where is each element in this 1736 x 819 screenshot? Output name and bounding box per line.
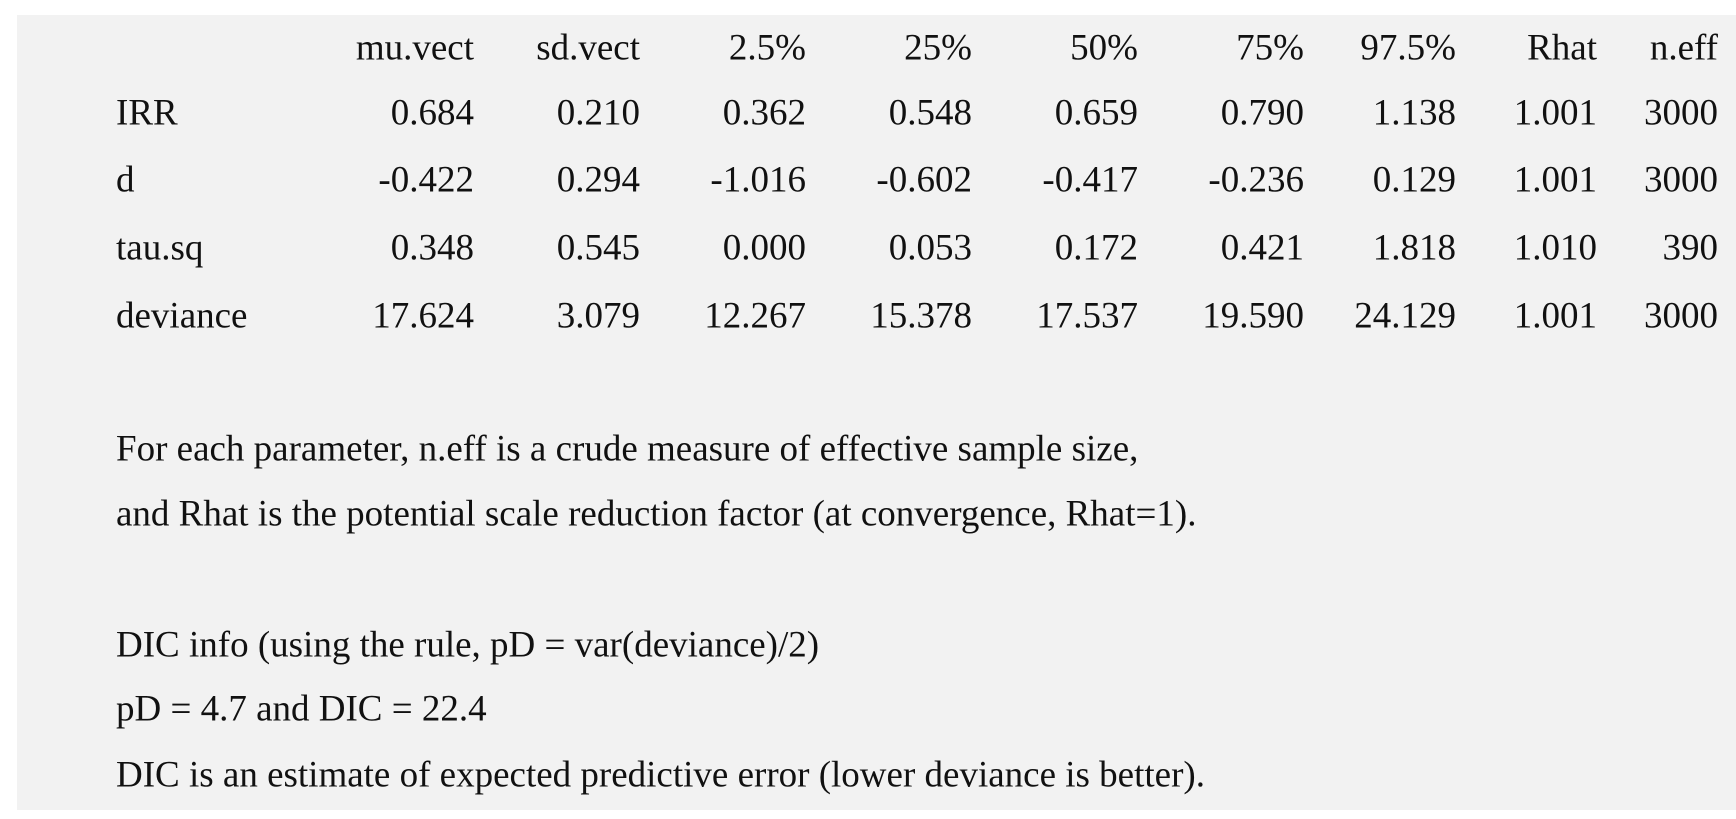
column-header: Rhat	[1527, 27, 1598, 68]
table-cell: 3.079	[557, 295, 640, 336]
table-cell: 24.129	[1354, 295, 1456, 336]
table-cell: 0.659	[1055, 92, 1138, 133]
column-header: 97.5%	[1360, 27, 1456, 68]
table-cell: 3000	[1644, 295, 1718, 336]
table-cell: 1.001	[1514, 92, 1597, 133]
column-header: 75%	[1236, 27, 1304, 68]
table-cell: 0.790	[1221, 92, 1304, 133]
table-cell: -0.236	[1208, 159, 1304, 200]
table-cell: 15.378	[870, 295, 972, 336]
table-cell: 390	[1663, 227, 1719, 268]
table-cell: -0.417	[1042, 159, 1138, 200]
table-cell: 3000	[1644, 92, 1718, 133]
table-cell: 19.590	[1202, 295, 1304, 336]
table-cell: 0.548	[889, 92, 972, 133]
table-cell: 1.138	[1373, 92, 1456, 133]
note-line: DIC info (using the rule, pD = var(devia…	[116, 624, 819, 665]
table-cell: 1.010	[1514, 227, 1597, 268]
table-cell: 0.000	[723, 227, 806, 268]
column-header: sd.vect	[536, 27, 640, 68]
note-line: and Rhat is the potential scale reductio…	[116, 493, 1196, 534]
row-label: deviance	[116, 295, 247, 336]
table-cell: 0.172	[1055, 227, 1138, 268]
table-cell: 0.545	[557, 227, 640, 268]
table-cell: 0.348	[391, 227, 474, 268]
column-header: 50%	[1070, 27, 1138, 68]
table-cell: 0.129	[1373, 159, 1456, 200]
note-line: DIC is an estimate of expected predictiv…	[116, 754, 1205, 795]
table-cell: -0.422	[378, 159, 474, 200]
column-header: mu.vect	[356, 27, 475, 68]
table-cell: 3000	[1644, 159, 1718, 200]
table-cell: 1.818	[1373, 227, 1456, 268]
table-cell: 12.267	[704, 295, 806, 336]
table-cell: 17.624	[372, 295, 474, 336]
note-line: pD = 4.7 and DIC = 22.4	[116, 688, 487, 729]
table-cell: 0.421	[1221, 227, 1304, 268]
table-cell: 1.001	[1514, 159, 1597, 200]
table-cell: 17.537	[1036, 295, 1138, 336]
row-label: d	[116, 159, 135, 200]
table-cell: 1.001	[1514, 295, 1597, 336]
background	[17, 15, 1736, 810]
column-header: 2.5%	[729, 27, 806, 68]
note-line: For each parameter, n.eff is a crude mea…	[116, 428, 1138, 469]
column-header: n.eff	[1650, 27, 1719, 68]
table-cell: 0.294	[557, 159, 640, 200]
table-cell: -0.602	[876, 159, 972, 200]
row-label: tau.sq	[116, 227, 203, 268]
column-header: 25%	[904, 27, 972, 68]
table-cell: 0.210	[557, 92, 640, 133]
table-cell: 0.684	[391, 92, 474, 133]
table-cell: 0.362	[723, 92, 806, 133]
row-label: IRR	[116, 92, 178, 133]
table-cell: -1.016	[710, 159, 806, 200]
table-cell: 0.053	[889, 227, 972, 268]
